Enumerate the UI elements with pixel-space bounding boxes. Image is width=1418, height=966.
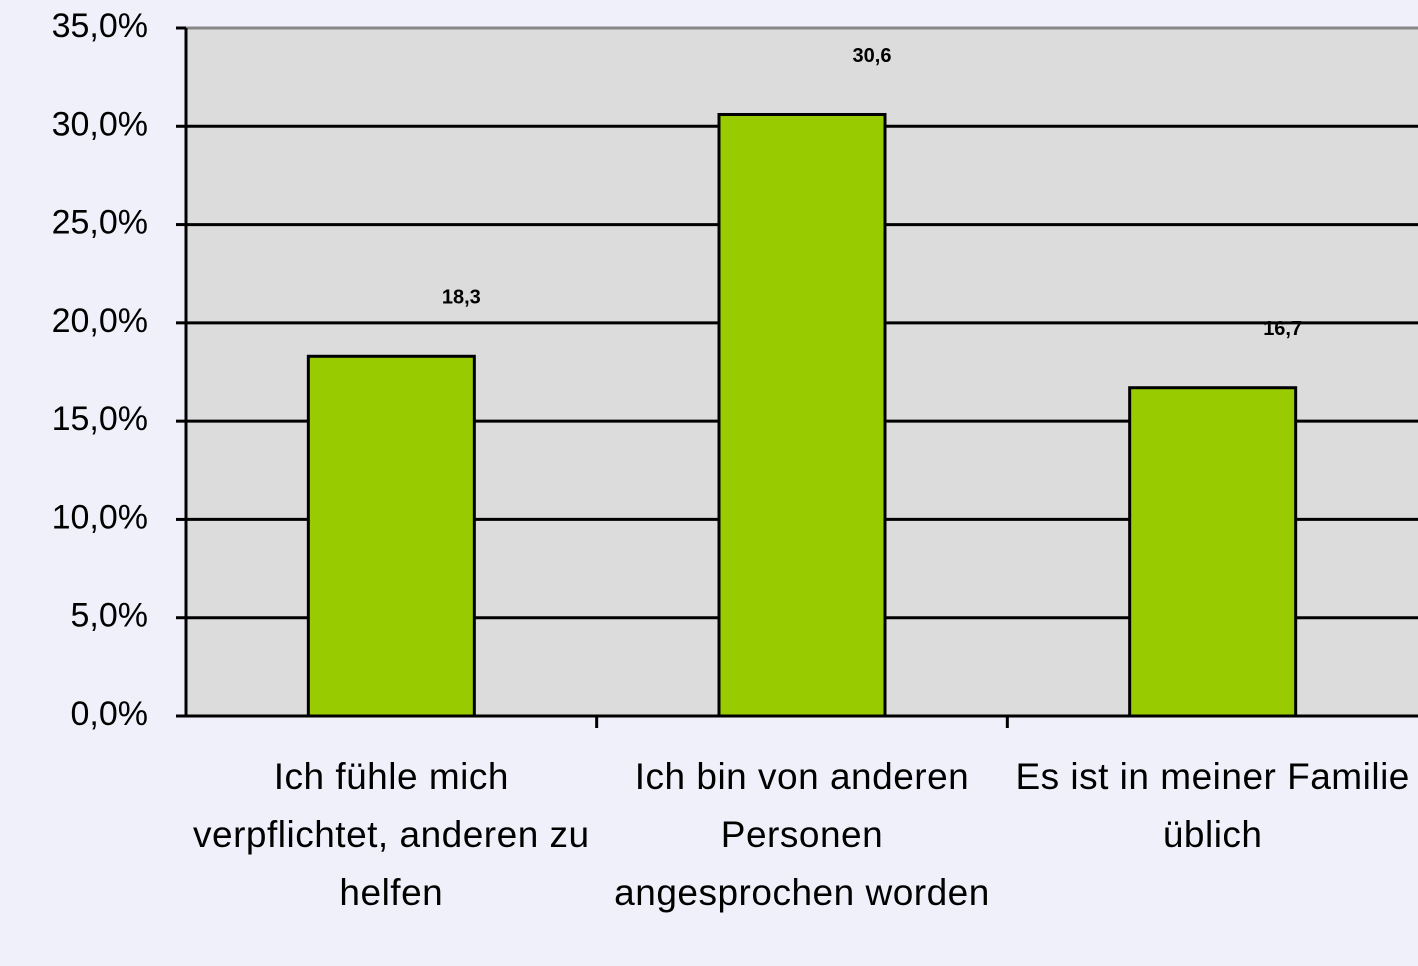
bar	[1128, 386, 1298, 718]
value-label: 18,3	[442, 287, 481, 309]
y-tick-label: 5,0%	[71, 597, 149, 635]
bar	[306, 354, 476, 718]
x-tick-label: Ich bin von anderen Personen angesproche…	[614, 756, 990, 913]
y-tick-label: 10,0%	[52, 498, 148, 536]
y-tick-label: 0,0%	[71, 695, 149, 733]
y-tick-label: 25,0%	[52, 204, 148, 242]
value-label: 16,7	[1263, 318, 1302, 340]
value-label: 30,6	[853, 45, 892, 67]
x-tick-label: Es ist in meiner Familie üblich	[1015, 756, 1410, 855]
bar	[717, 112, 887, 718]
y-tick-label: 35,0%	[52, 7, 148, 45]
y-tick-label: 30,0%	[52, 105, 148, 143]
x-tick-label: Ich fühle mich verpflichtet, anderen zu …	[193, 756, 590, 913]
y-tick-label: 15,0%	[52, 400, 148, 438]
y-tick-label: 20,0%	[52, 302, 148, 340]
